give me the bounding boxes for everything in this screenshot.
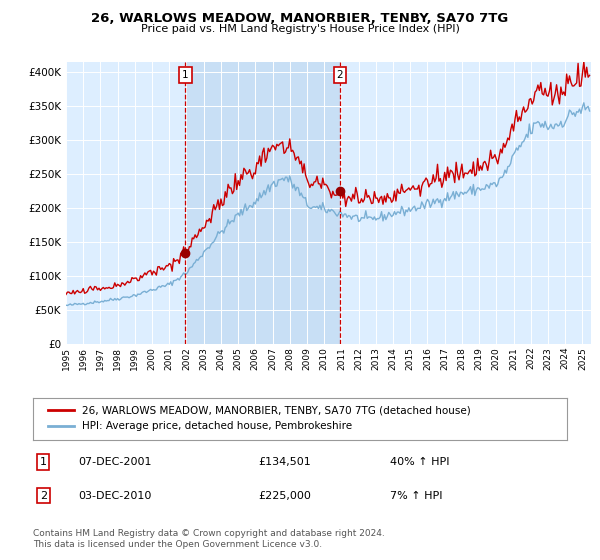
Text: 2001: 2001 bbox=[165, 347, 174, 370]
Text: 2012: 2012 bbox=[354, 347, 363, 370]
Text: Contains HM Land Registry data © Crown copyright and database right 2024.
This d: Contains HM Land Registry data © Crown c… bbox=[33, 529, 385, 549]
Text: 2010: 2010 bbox=[320, 347, 329, 370]
Text: 03-DEC-2010: 03-DEC-2010 bbox=[78, 491, 151, 501]
Text: 2011: 2011 bbox=[337, 347, 346, 370]
Text: 2020: 2020 bbox=[492, 347, 501, 370]
Text: 2000: 2000 bbox=[148, 347, 157, 370]
Text: 2006: 2006 bbox=[251, 347, 260, 370]
Text: 2: 2 bbox=[40, 491, 47, 501]
Text: 2022: 2022 bbox=[526, 347, 535, 370]
Text: 1997: 1997 bbox=[96, 347, 105, 370]
Text: 1998: 1998 bbox=[113, 347, 122, 370]
Text: 2013: 2013 bbox=[371, 347, 380, 370]
Text: 2: 2 bbox=[337, 70, 343, 80]
Text: 1996: 1996 bbox=[79, 347, 88, 370]
Text: 2016: 2016 bbox=[423, 347, 432, 370]
Text: Price paid vs. HM Land Registry's House Price Index (HPI): Price paid vs. HM Land Registry's House … bbox=[140, 24, 460, 34]
Text: 1: 1 bbox=[40, 457, 47, 467]
Text: 2023: 2023 bbox=[544, 347, 553, 370]
Text: 2019: 2019 bbox=[475, 347, 484, 370]
Text: 2021: 2021 bbox=[509, 347, 518, 370]
Text: 40% ↑ HPI: 40% ↑ HPI bbox=[390, 457, 449, 467]
Text: 26, WARLOWS MEADOW, MANORBIER, TENBY, SA70 7TG: 26, WARLOWS MEADOW, MANORBIER, TENBY, SA… bbox=[91, 12, 509, 25]
Text: 2018: 2018 bbox=[457, 347, 466, 370]
Text: 2015: 2015 bbox=[406, 347, 415, 370]
Text: 2008: 2008 bbox=[285, 347, 294, 370]
Text: 2007: 2007 bbox=[268, 347, 277, 370]
Text: 2024: 2024 bbox=[560, 347, 569, 370]
Text: 7% ↑ HPI: 7% ↑ HPI bbox=[390, 491, 443, 501]
Text: 2017: 2017 bbox=[440, 347, 449, 370]
Text: 2014: 2014 bbox=[389, 347, 398, 370]
Bar bbox=[185, 62, 340, 344]
Text: 2009: 2009 bbox=[302, 347, 311, 370]
Text: 07-DEC-2001: 07-DEC-2001 bbox=[78, 457, 151, 467]
Text: 1: 1 bbox=[182, 70, 188, 80]
Text: 2005: 2005 bbox=[233, 347, 242, 370]
Text: 2025: 2025 bbox=[578, 347, 587, 370]
Text: 2002: 2002 bbox=[182, 347, 191, 370]
Text: £225,000: £225,000 bbox=[258, 491, 311, 501]
Text: 2003: 2003 bbox=[199, 347, 208, 370]
Text: 1999: 1999 bbox=[130, 347, 139, 370]
Text: 1995: 1995 bbox=[62, 347, 71, 370]
Legend: 26, WARLOWS MEADOW, MANORBIER, TENBY, SA70 7TG (detached house), HPI: Average pr: 26, WARLOWS MEADOW, MANORBIER, TENBY, SA… bbox=[44, 402, 475, 435]
Text: 2004: 2004 bbox=[217, 347, 226, 370]
Text: £134,501: £134,501 bbox=[258, 457, 311, 467]
